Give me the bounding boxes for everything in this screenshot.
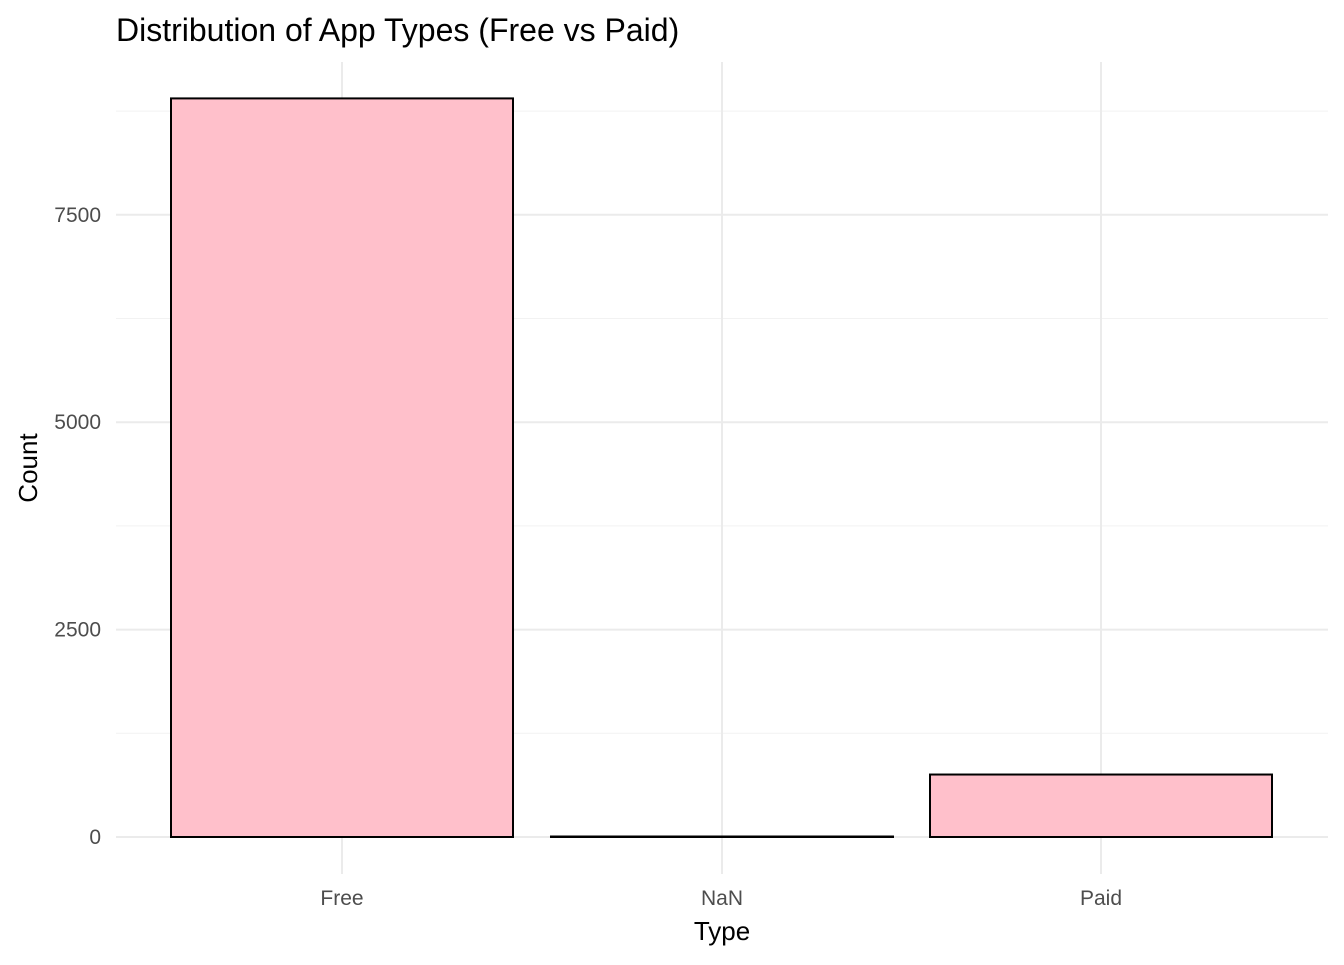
chart-title: Distribution of App Types (Free vs Paid) (116, 12, 679, 48)
x-tick-labels: Free NaN Paid (320, 887, 1122, 910)
x-axis-title: Type (694, 916, 750, 946)
x-tick-label: Paid (1080, 887, 1122, 910)
y-tick-labels: 0 2500 5000 7500 (54, 204, 101, 849)
bars-layer (170, 97, 1273, 839)
bar-nan (550, 835, 894, 838)
bar-paid (929, 773, 1273, 839)
y-tick-label: 0 (89, 826, 101, 849)
y-axis-title: Count (13, 433, 43, 503)
x-tick-label: NaN (701, 887, 743, 910)
y-tick-label: 7500 (54, 204, 101, 227)
x-tick-label: Free (320, 887, 363, 910)
y-tick-label: 2500 (54, 619, 101, 642)
y-tick-label: 5000 (54, 411, 101, 434)
bar-free (170, 97, 514, 839)
